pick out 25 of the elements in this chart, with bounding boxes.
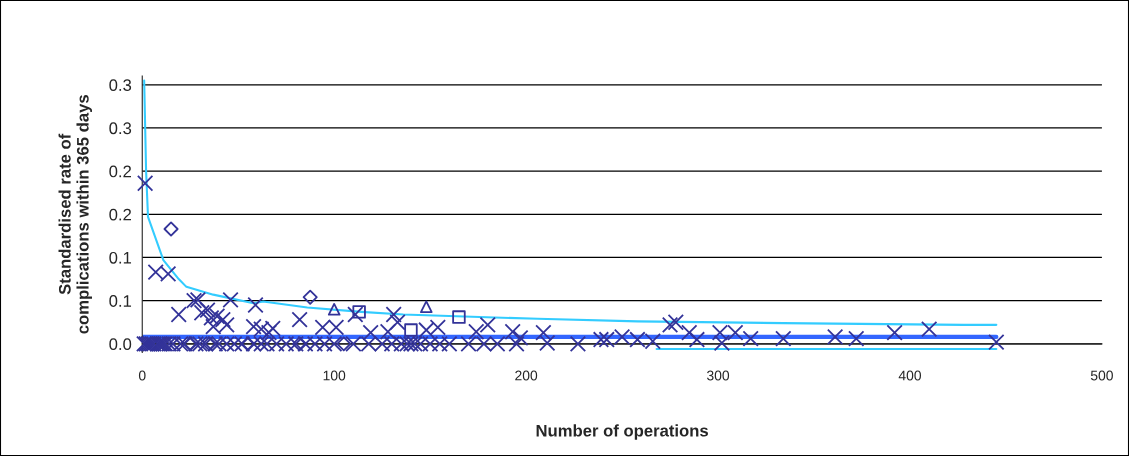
y-tick-label: 0.1	[109, 251, 132, 264]
x-tick-label: 100	[323, 370, 346, 381]
x-tick-label: 300	[706, 370, 730, 381]
x-axis-title: Number of operations	[536, 424, 708, 440]
point	[352, 305, 366, 319]
y-tick-label: 0.3	[109, 79, 132, 91]
point	[292, 336, 308, 352]
y-tick-label: 0.3	[109, 122, 132, 135]
x-tick-label: 200	[515, 370, 538, 381]
y-tick-label: 0.2	[109, 208, 131, 221]
point	[327, 303, 341, 316]
point	[163, 221, 179, 237]
y-tick-label: 0.2	[109, 165, 131, 178]
x-tick-label: 500	[1090, 370, 1113, 381]
point	[420, 300, 433, 314]
x-tick-label: 400	[898, 370, 922, 381]
y-tick-label: 0.0	[109, 338, 132, 351]
point	[302, 289, 318, 305]
point	[404, 323, 418, 337]
y-axis-title: Standardised rate of complications within 365 days	[58, 95, 92, 334]
point	[452, 310, 466, 324]
line-series	[143, 79, 998, 326]
y-tick-label: 0.1	[109, 295, 132, 307]
x-tick-label: 0	[138, 370, 146, 381]
point	[336, 336, 352, 352]
